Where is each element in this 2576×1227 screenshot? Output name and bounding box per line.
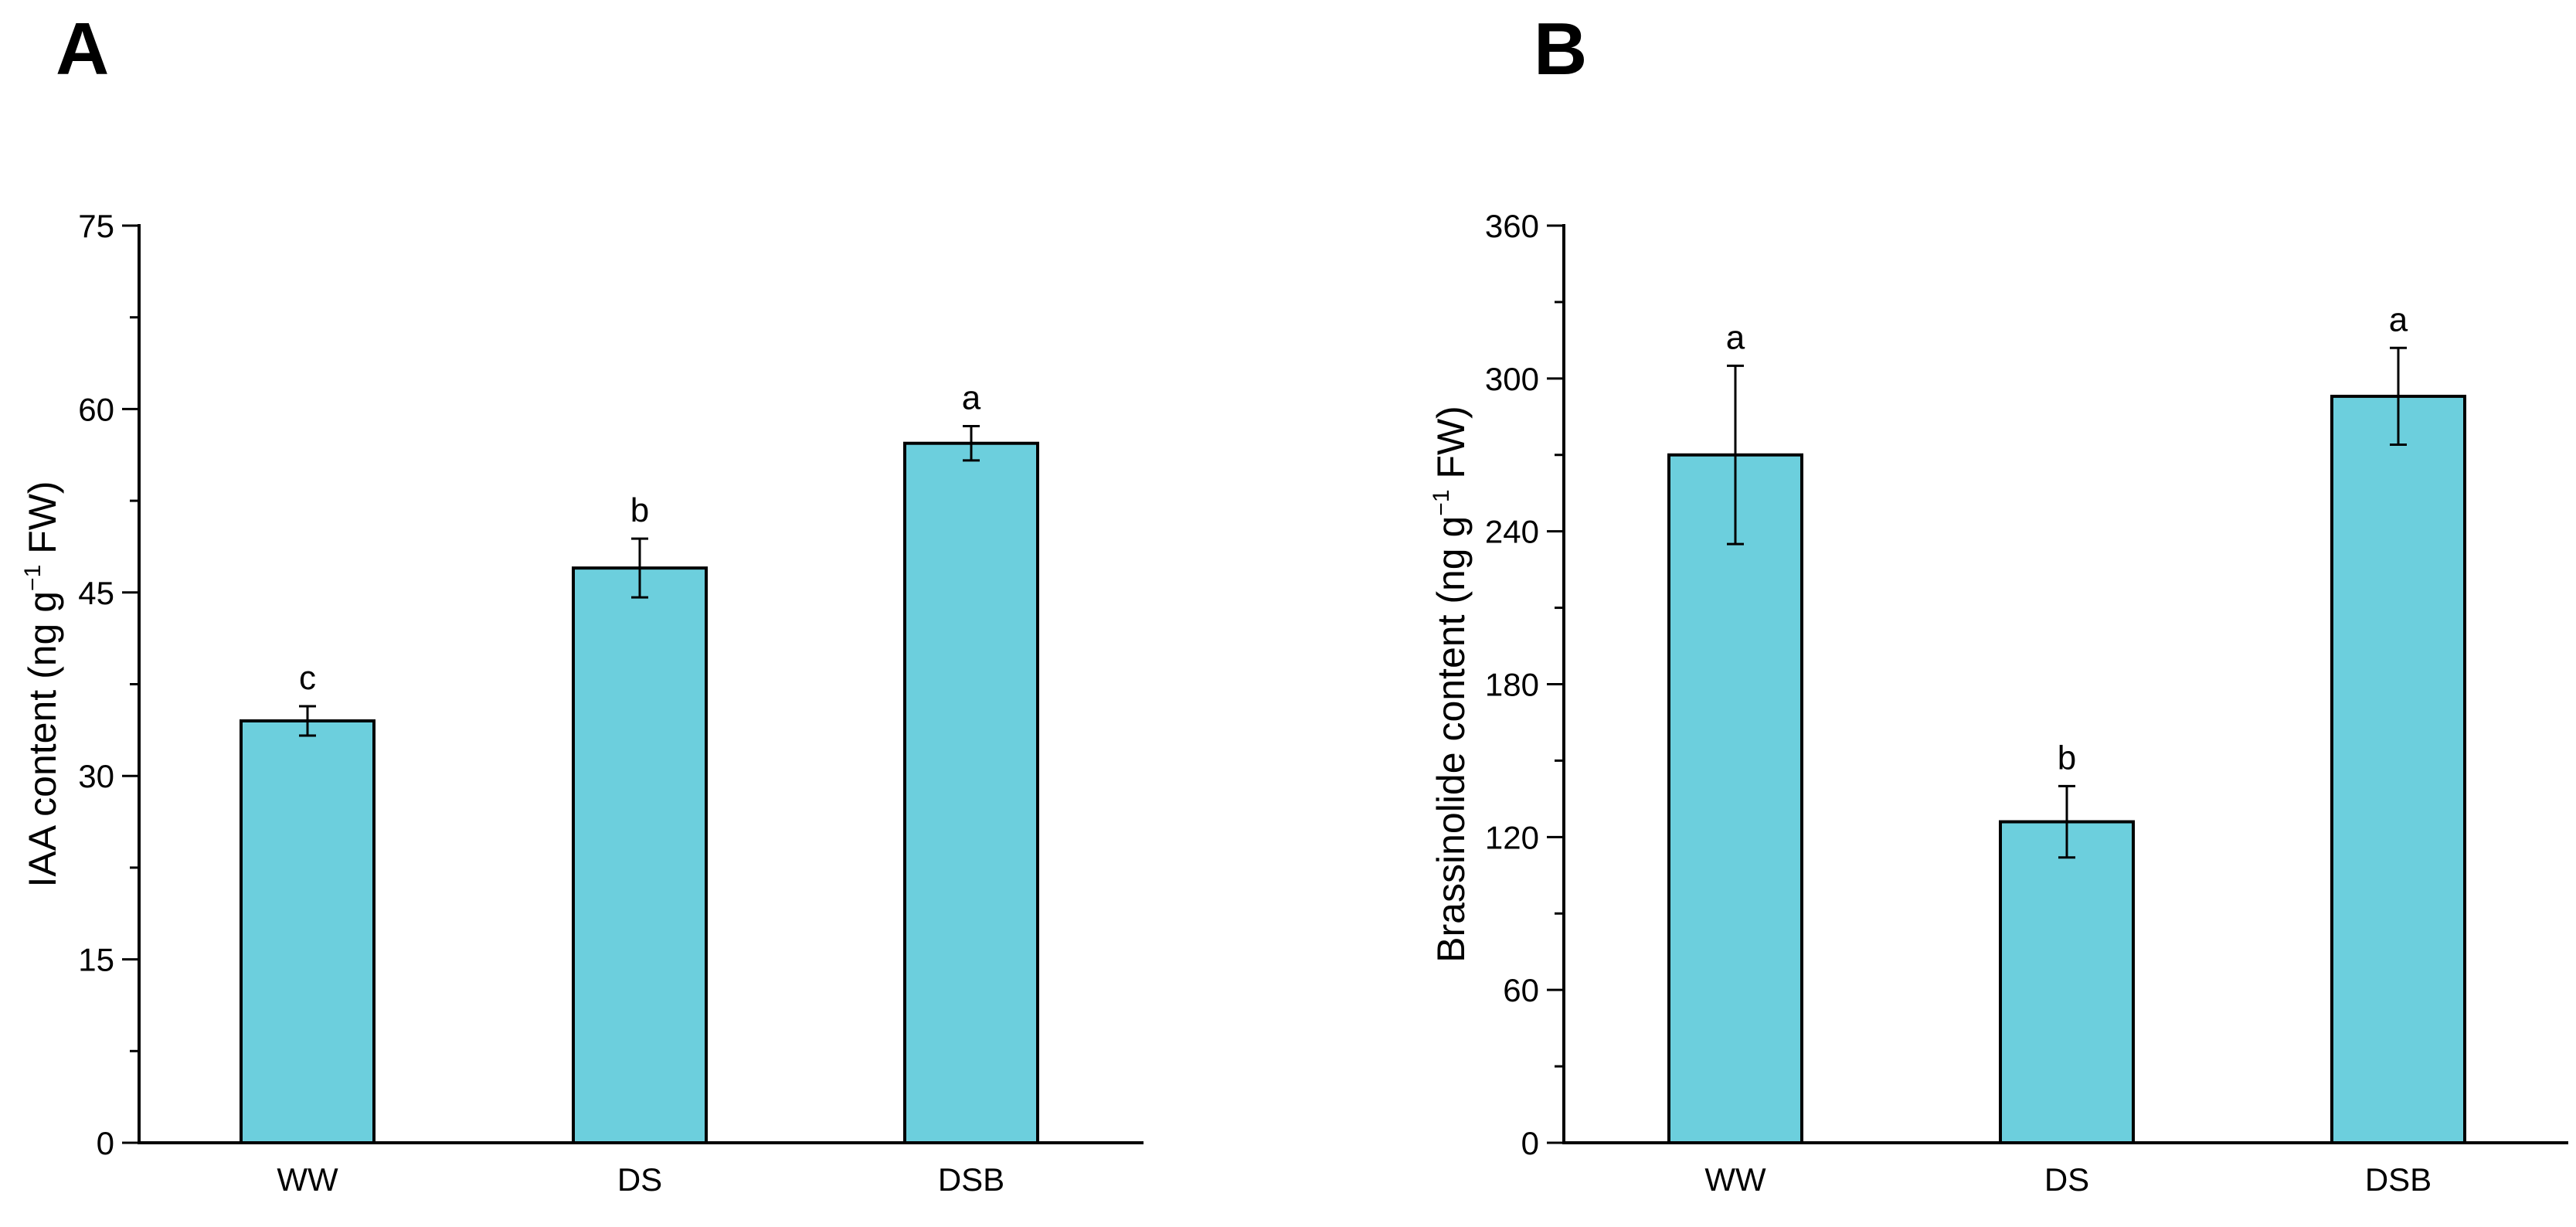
y-tick-label: 75 (78, 208, 114, 244)
significance-letter: a (2389, 301, 2408, 338)
significance-letter: a (962, 379, 981, 417)
bar-ww (240, 719, 376, 1144)
x-tick-label: DS (2044, 1161, 2089, 1198)
bar-ds (572, 566, 708, 1144)
y-tick-label: 240 (1485, 514, 1539, 550)
bar-dsb (903, 441, 1039, 1144)
y-tick-label: 120 (1485, 819, 1539, 855)
bar-ds (1999, 820, 2135, 1145)
x-tick-label: DSB (2365, 1161, 2432, 1198)
panel-label: A (56, 8, 109, 90)
y-axis-title: IAA content (ng g−1 FW) (20, 481, 64, 887)
x-tick-label: WW (277, 1161, 338, 1198)
y-tick-label: 0 (97, 1125, 114, 1161)
x-tick-label: WW (1704, 1161, 1766, 1198)
bar-ww (1667, 453, 1803, 1144)
panel-a: A 0 15 30 45 60 75 c WW b DS a DSB IAA content (ng g−… (20, 8, 1144, 1198)
y-axis-title-main: Brassinolide content (ng g (1429, 516, 1473, 963)
y-tick-label: 180 (1485, 667, 1539, 703)
y-axis-title: Brassinolide content (ng g−1 FW) (1429, 406, 1473, 963)
y-tick-label: 60 (1503, 972, 1539, 1008)
x-tick-label: DS (617, 1161, 662, 1198)
y-tick-label: 60 (78, 391, 114, 427)
y-tick-label: 360 (1485, 208, 1539, 244)
y-axis-title-exponent: −1 (1429, 489, 1454, 515)
y-tick-label: 0 (1521, 1125, 1539, 1161)
significance-letter: a (1726, 318, 1745, 356)
y-axis-title-unit: FW) (21, 481, 64, 564)
significance-letter: b (630, 491, 649, 529)
panel-b: B 0 60 120 180 240 300 360 a WW b DS a DSB Brassinolid… (1429, 8, 2568, 1198)
y-axis-title-exponent: −1 (20, 565, 46, 591)
significance-letter: c (299, 659, 316, 697)
y-tick-label: 45 (78, 575, 114, 611)
y-tick-label: 30 (78, 758, 114, 794)
bar-dsb (2330, 394, 2466, 1144)
x-tick-label: DSB (938, 1161, 1004, 1198)
y-axis-title-unit: FW) (1429, 406, 1473, 489)
panel-label: B (1534, 8, 1587, 90)
y-tick-label: 15 (78, 942, 114, 978)
y-tick-label: 300 (1485, 361, 1539, 397)
significance-letter: b (2058, 739, 2076, 777)
y-axis-title-main: IAA content (ng g (21, 591, 64, 888)
